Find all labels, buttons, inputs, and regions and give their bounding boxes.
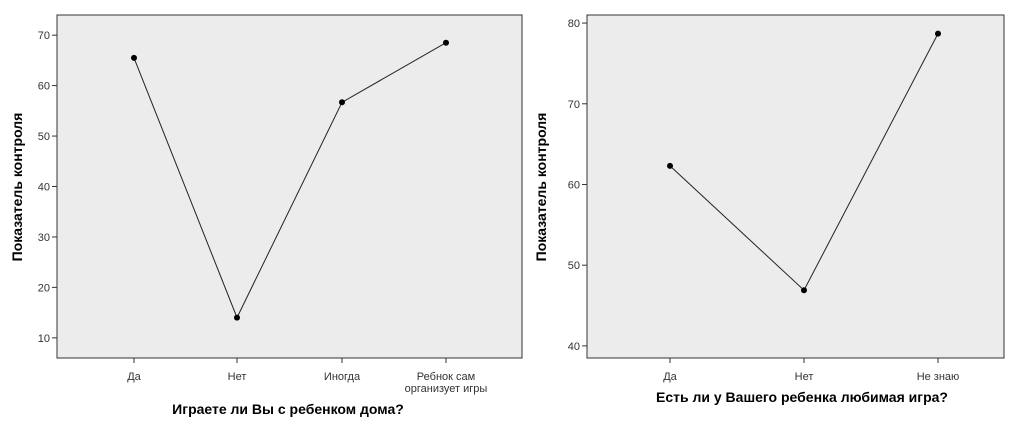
x-tick-label-line: Нет	[795, 371, 814, 383]
y-tick-label: 30	[38, 232, 50, 244]
x-tick-label: Да	[127, 371, 141, 383]
chart-1: 10 20 30 40 50 60 70 Да Нет Иногда Ребнок сам орга…	[9, 14, 523, 417]
data-point	[801, 287, 807, 294]
x-tick-label-line: Ребнок сам	[417, 371, 475, 383]
x-tick-label: Да	[663, 371, 677, 383]
x-tick-label: Нет	[228, 371, 247, 383]
chart-2-plot-area	[586, 14, 1005, 359]
chart-2-x-axis: Да Нет Не знаю	[663, 358, 959, 383]
y-tick-label: 60	[568, 179, 580, 191]
data-point	[339, 99, 345, 106]
chart-1-x-axis: Да Нет Иногда Ребнок сам организует игры	[127, 358, 487, 395]
y-tick-label: 50	[38, 131, 50, 143]
data-point	[234, 314, 240, 321]
data-point	[935, 30, 941, 37]
y-tick-label: 60	[38, 81, 50, 93]
x-tick-label-line: Нет	[228, 371, 247, 383]
x-tick-label-line: Иногда	[324, 371, 361, 383]
x-tick-label-line: Да	[127, 371, 141, 383]
y-tick-label: 20	[38, 282, 50, 294]
data-point	[131, 54, 137, 61]
x-tick-label: Не знаю	[917, 371, 960, 383]
chart-2-y-axis: 40 50 60 70 80	[568, 18, 587, 353]
x-tick-label: Нет	[795, 371, 814, 383]
y-tick-label: 80	[568, 18, 580, 30]
chart-1-y-axis-title: Показатель контроля	[9, 113, 25, 262]
x-tick-label: Ребнок сам организует игры	[405, 371, 488, 395]
series-line	[133, 42, 447, 319]
data-point	[443, 39, 449, 46]
chart-1-x-axis-title: Играете ли Вы с ребенком дома?	[172, 401, 404, 417]
chart-2-x-axis-title: Есть ли у Вашего ребенка любимая игра?	[656, 389, 948, 405]
y-tick-label: 70	[38, 30, 50, 42]
chart-2-series	[667, 30, 941, 294]
x-tick-label-line: Да	[663, 371, 677, 383]
chart-1-plot-area	[56, 14, 523, 359]
y-tick-label: 70	[568, 99, 580, 111]
y-tick-label: 50	[568, 260, 580, 272]
chart-1-y-axis: 10 20 30 40 50 60 70	[38, 30, 57, 345]
data-point	[667, 162, 673, 169]
chart-2-y-axis-title: Показатель контроля	[533, 113, 549, 262]
x-tick-label-line: Не знаю	[917, 371, 960, 383]
chart-1-series	[131, 39, 449, 321]
x-tick-label: Иногда	[324, 371, 361, 383]
y-tick-label: 10	[38, 333, 50, 345]
chart-2: 40 50 60 70 80 Да Нет Не знаю Показатель контр…	[533, 14, 1005, 405]
x-tick-label-line: организует игры	[405, 383, 488, 395]
y-tick-label: 40	[568, 341, 580, 353]
y-tick-label: 40	[38, 182, 50, 194]
